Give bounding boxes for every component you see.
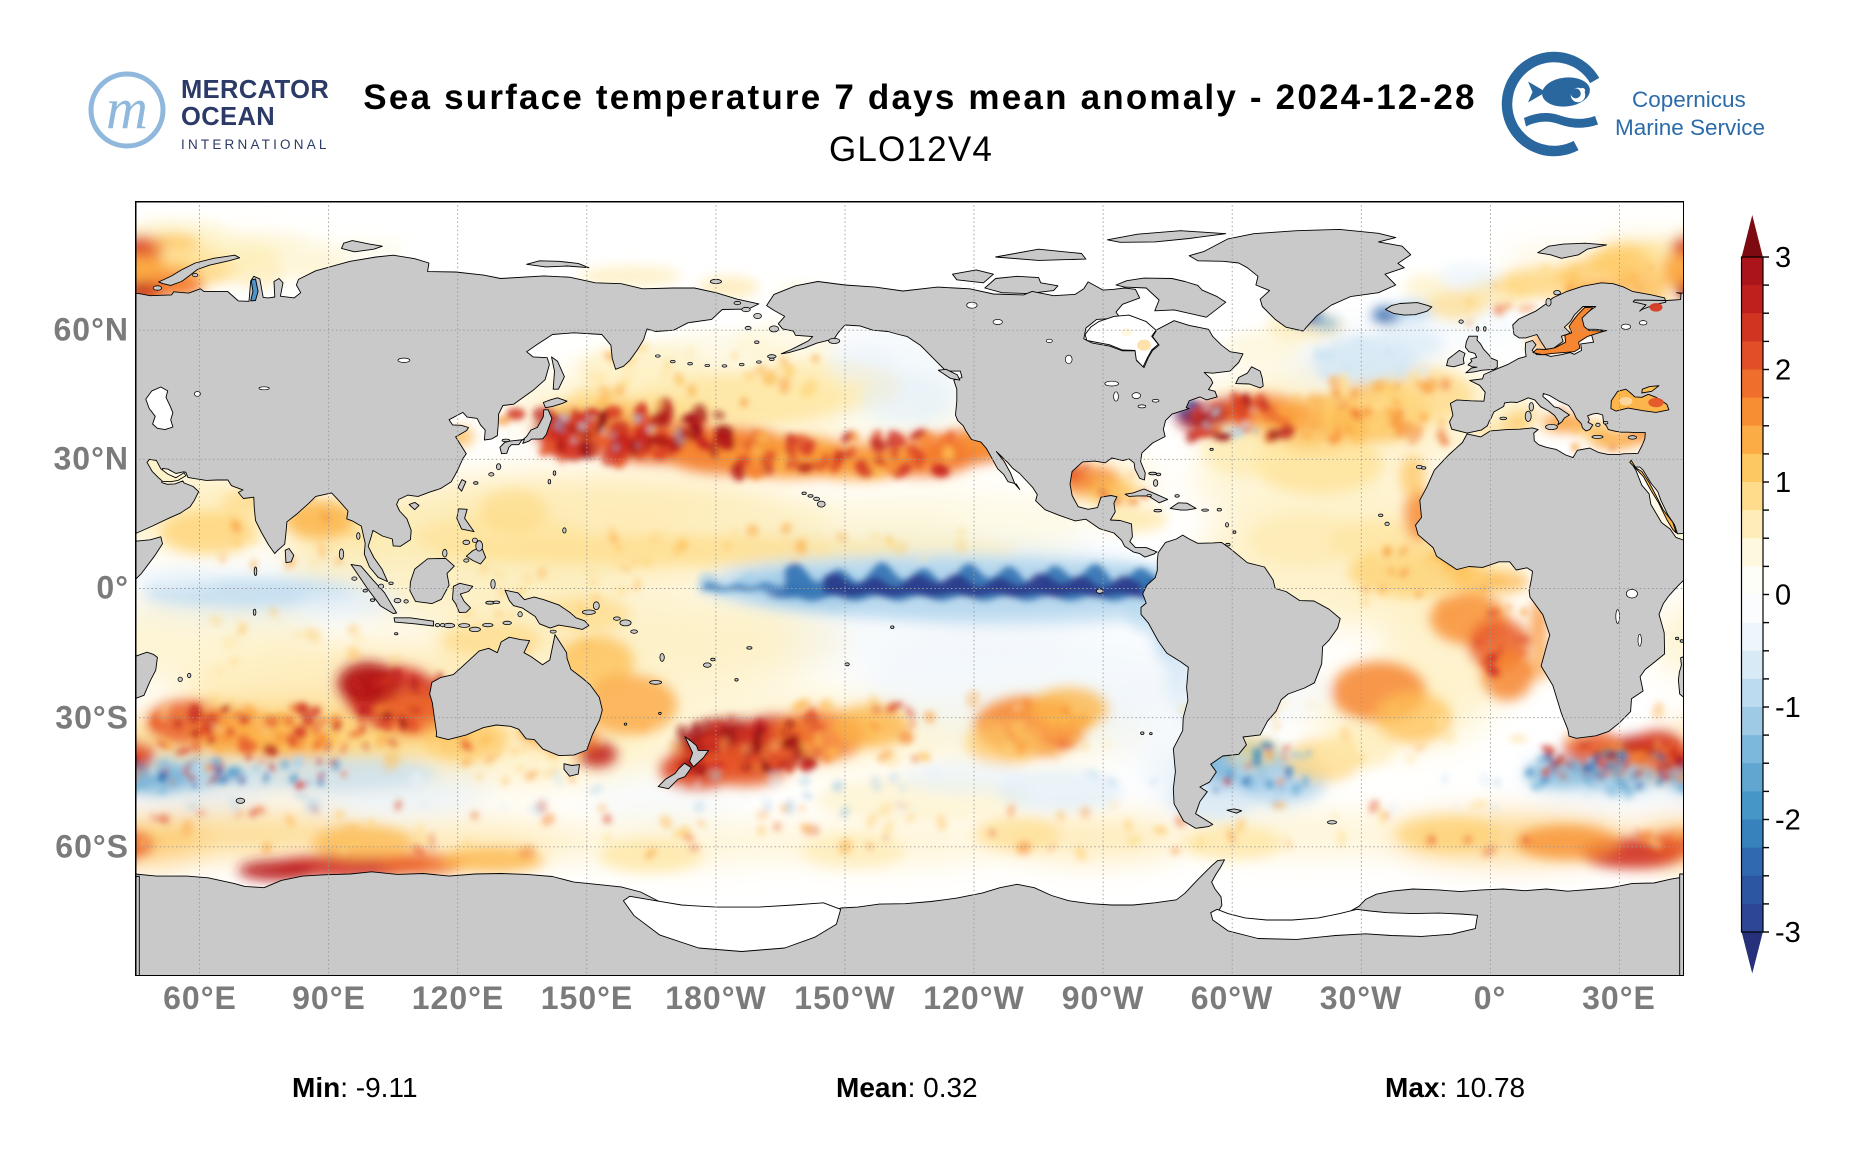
svg-text:3: 3: [1775, 242, 1791, 274]
svg-text:Copernicus: Copernicus: [1632, 87, 1746, 112]
svg-text:-3: -3: [1775, 917, 1801, 949]
svg-text:INTERNATIONAL: INTERNATIONAL: [181, 137, 330, 152]
svg-text:Marine Service: Marine Service: [1615, 115, 1765, 140]
svg-text:-2: -2: [1775, 805, 1801, 837]
svg-text:OCEAN: OCEAN: [181, 103, 275, 131]
svg-text:-1: -1: [1775, 692, 1801, 724]
svg-text:m: m: [106, 76, 148, 141]
svg-text:MERCATOR: MERCATOR: [181, 76, 329, 104]
svg-text:0: 0: [1775, 580, 1791, 612]
svg-text:1: 1: [1775, 467, 1791, 499]
svg-text:2: 2: [1775, 355, 1791, 387]
